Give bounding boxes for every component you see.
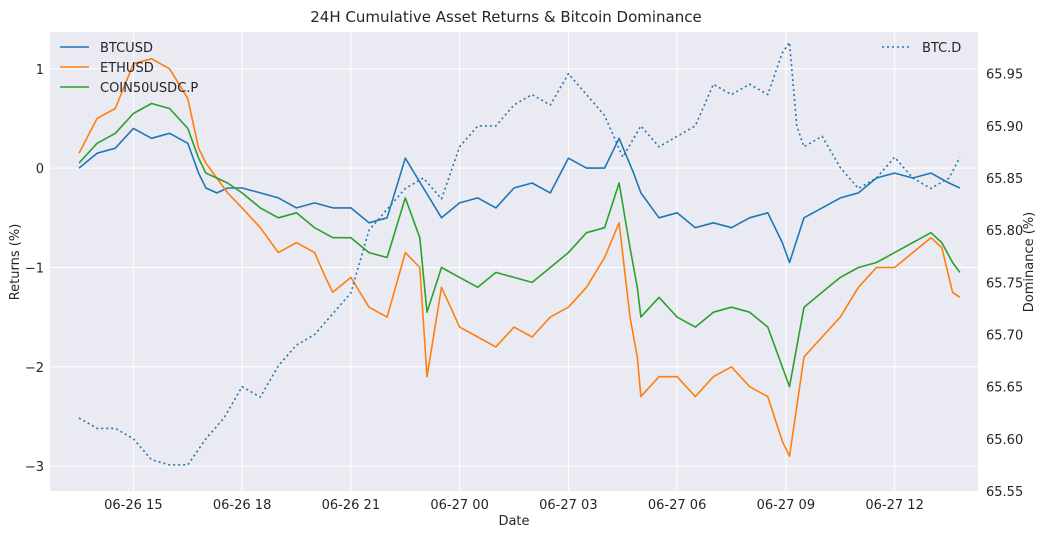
plot-area [50, 32, 978, 491]
series-layer [78, 41, 961, 466]
series-line-btcusd [78, 127, 961, 264]
y2-tick-label: 65.85 [986, 172, 1023, 187]
x-tick-label: 06-26 15 [104, 498, 162, 513]
y-tick-label: −2 [25, 361, 44, 376]
y2-tick-label: 65.60 [986, 433, 1023, 448]
x-axis-ticks: 06-26 15 06-26 18 06-26 21 06-27 00 06-27 03… [104, 498, 924, 513]
y2-tick-label: 65.70 [986, 329, 1023, 344]
y-tick-label: −3 [25, 460, 44, 475]
y2-tick-label: 65.75 [986, 276, 1023, 291]
legend-label: BTCUSD [100, 41, 153, 56]
x-tick-label: 06-27 00 [430, 498, 488, 513]
legend-label: COIN50USDC.P [100, 81, 198, 96]
legend-label: BTC.D [922, 41, 961, 56]
chart-title: 24H Cumulative Asset Returns & Bitcoin D… [310, 8, 702, 26]
x-tick-label: 06-27 03 [539, 498, 597, 513]
y2-tick-label: 65.95 [986, 68, 1023, 83]
x-axis-title: Date [498, 514, 529, 529]
y-axis-ticks: 1 0 −1 −2 −3 [25, 63, 44, 475]
x-tick-label: 06-27 06 [648, 498, 706, 513]
x-tick-label: 06-27 12 [865, 498, 923, 513]
y2-tick-label: 65.65 [986, 381, 1023, 396]
y2-axis-ticks: 65.95 65.90 65.85 65.80 65.75 65.70 65.65 65.60… [986, 68, 1023, 500]
y2-tick-label: 65.55 [986, 485, 1023, 500]
y2-tick-label: 65.80 [986, 224, 1023, 239]
y-axis-title: Returns (%) [8, 224, 23, 301]
y-tick-label: 1 [36, 63, 44, 78]
y-tick-label: −1 [25, 261, 44, 276]
y2-axis-title: Dominance (%) [1022, 212, 1037, 312]
legend-right: BTC.D [882, 41, 961, 56]
series-line-coin50usdc-p [78, 102, 961, 388]
legend-label: ETHUSD [100, 61, 154, 76]
y-tick-label: 0 [36, 162, 44, 177]
x-tick-label: 06-26 21 [322, 498, 380, 513]
series-line-btc-d [78, 41, 961, 466]
x-tick-label: 06-27 09 [757, 498, 815, 513]
grid-lines [50, 32, 978, 491]
x-tick-label: 06-26 18 [213, 498, 271, 513]
y2-tick-label: 65.90 [986, 120, 1023, 135]
series-line-ethusd [78, 57, 961, 458]
legend-left: BTCUSD ETHUSD COIN50USDC.P [60, 41, 198, 96]
